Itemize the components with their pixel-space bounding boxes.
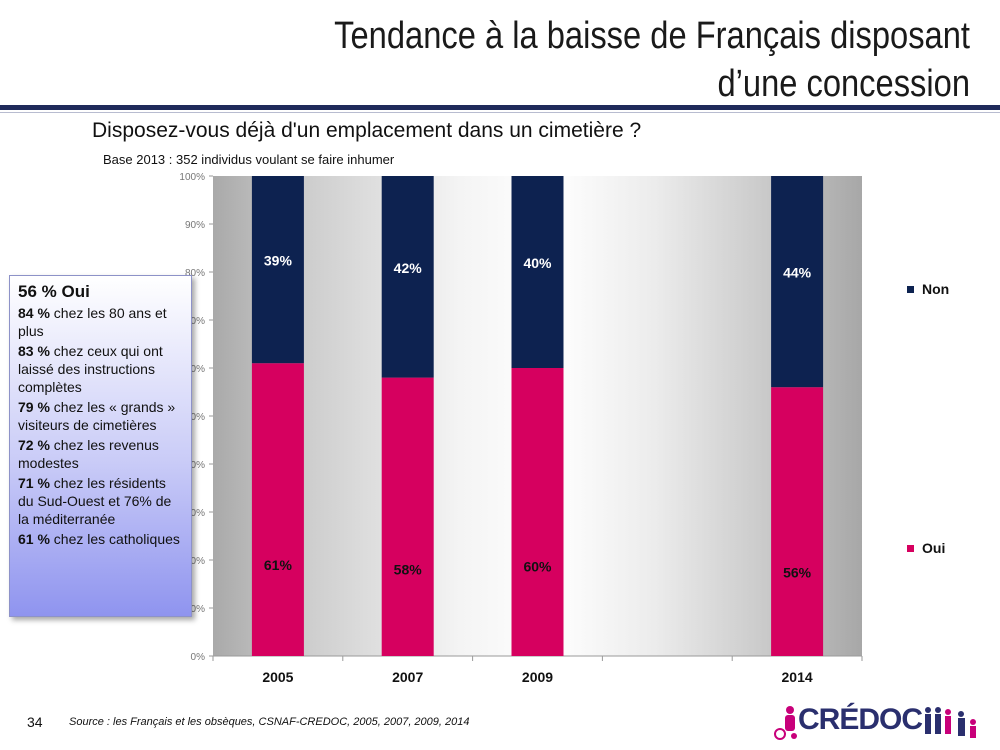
legend-oui-label: Oui xyxy=(922,540,945,556)
highlight-item-pct: 61 % xyxy=(18,531,50,547)
bar-non xyxy=(251,176,304,364)
title-rule xyxy=(0,105,1000,110)
highlight-item: 61 % chez les catholiques xyxy=(18,530,183,548)
highlight-item-text: chez les revenus modestes xyxy=(18,437,159,471)
x-tick-label: 2009 xyxy=(522,669,553,685)
data-label-non: 40% xyxy=(523,255,552,271)
highlight-item-pct: 84 % xyxy=(18,305,50,321)
title-rule-thin xyxy=(0,112,1000,113)
y-tick-label: 30% xyxy=(185,508,205,519)
bar-oui xyxy=(511,368,564,656)
data-label-oui: 61% xyxy=(264,557,293,573)
highlight-box: 56 % Oui 84 % chez les 80 ans et plus 83… xyxy=(9,275,192,617)
y-tick-label: 10% xyxy=(185,604,205,615)
x-tick-label: 2014 xyxy=(782,669,813,685)
y-tick-label: 50% xyxy=(185,412,205,423)
y-tick-label: 60% xyxy=(185,364,205,375)
bar-oui xyxy=(381,377,434,656)
bar-non xyxy=(771,176,824,388)
highlight-item: 79 % chez les « grands » visiteurs de ci… xyxy=(18,398,183,434)
data-label-non: 42% xyxy=(394,260,423,276)
highlight-item-pct: 71 % xyxy=(18,475,50,491)
highlight-item-pct: 83 % xyxy=(18,343,50,359)
highlight-item-text: chez les « grands » visiteurs de cimetiè… xyxy=(18,399,176,433)
base-note: Base 2013 : 352 individus voulant se fai… xyxy=(103,152,395,167)
bar-non xyxy=(511,176,564,368)
logo-figures-icon xyxy=(774,706,976,740)
data-label-oui: 56% xyxy=(783,565,812,581)
data-label-oui: 60% xyxy=(523,559,552,575)
x-tick-label: 2007 xyxy=(392,669,423,685)
highlight-item: 71 % chez les résidents du Sud-Ouest et … xyxy=(18,474,183,528)
legend-non-label: Non xyxy=(922,281,949,297)
y-tick-label: 40% xyxy=(185,460,205,471)
highlight-item-pct: 72 % xyxy=(18,437,50,453)
highlight-item-text: chez les catholiques xyxy=(49,531,180,547)
credoc-logo: CRÉDOC xyxy=(768,700,993,745)
title-line-2: d’une concession xyxy=(717,63,970,105)
legend-oui-swatch xyxy=(907,545,914,552)
y-tick-label: 0% xyxy=(191,652,206,663)
highlight-item: 83 % chez ceux qui ont laissé des instru… xyxy=(18,342,183,396)
x-tick-label: 2005 xyxy=(262,669,293,685)
highlight-item-text: chez ceux qui ont laissé des instruction… xyxy=(18,343,163,395)
highlight-item-text: chez les résidents du Sud-Ouest et 76% d… xyxy=(18,475,172,527)
highlight-item: 72 % chez les revenus modestes xyxy=(18,436,183,472)
bar-oui xyxy=(251,363,304,656)
data-label-non: 39% xyxy=(264,253,293,269)
y-tick-label: 100% xyxy=(179,172,205,183)
highlight-headline: 56 % Oui xyxy=(18,282,90,301)
page-title: Tendance à la baisse de Français disposa… xyxy=(282,12,970,108)
highlight-item-text: chez les 80 ans et plus xyxy=(18,305,167,339)
y-tick-label: 20% xyxy=(185,556,205,567)
title-line-1: Tendance à la baisse de Français disposa… xyxy=(334,15,970,57)
bar-non xyxy=(381,176,434,378)
stacked-bar-chart: 0% 10% 20% 30% 40% 50% 60% 70% 80% 90% 100% 2005 61%… xyxy=(179,172,949,685)
bar-oui xyxy=(771,387,824,656)
highlight-item-pct: 79 % xyxy=(18,399,50,415)
source-note: Source : les Français et les obsèques, C… xyxy=(69,716,470,728)
logo-text: CRÉDOC xyxy=(798,703,923,736)
highlight-item: 84 % chez les 80 ans et plus xyxy=(18,304,183,340)
y-tick-label: 80% xyxy=(185,268,205,279)
page-number: 34 xyxy=(27,714,43,730)
data-label-non: 44% xyxy=(783,265,812,281)
y-tick-label: 70% xyxy=(185,316,205,327)
y-tick-label: 90% xyxy=(185,220,205,231)
survey-question: Disposez-vous déjà d'un emplacement dans… xyxy=(92,119,642,142)
legend-non-swatch xyxy=(907,286,914,293)
data-label-oui: 58% xyxy=(394,562,423,578)
